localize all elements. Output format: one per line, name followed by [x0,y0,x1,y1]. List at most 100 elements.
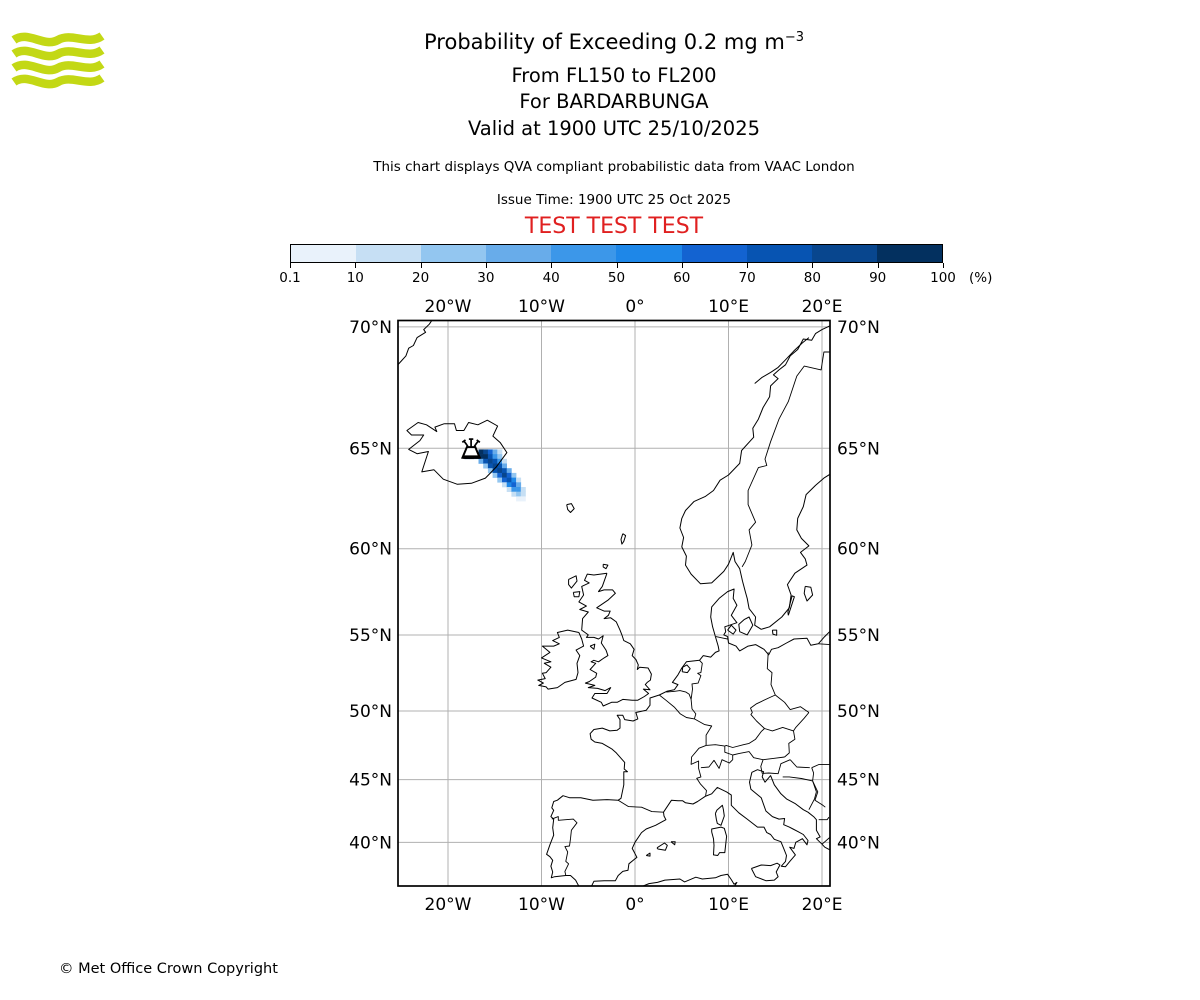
colorbar-segment [616,245,682,262]
border-swiss-austria [724,746,733,756]
lon-label-top: 10°E [708,297,749,317]
subtitle-volcano: For BARDARBUNGA [519,90,709,113]
border-netherlands-germany [690,659,703,700]
colorbar-tick-label: 20 [412,270,430,286]
qva-note: This chart displays QVA compliant probab… [373,159,855,175]
coastline-skye [572,591,581,598]
coastline-lofoten [754,337,810,384]
lat-label-left: 65°N [349,439,392,459]
ash-plume-cell [483,454,489,460]
colorbar-segment [746,245,812,262]
ash-plume-cell [483,458,489,464]
border-france-germany [694,718,713,746]
ash-plume-cell [478,458,484,464]
ash-plume-cell [506,482,512,488]
ash-plume-cell [520,487,526,492]
lon-label-top: 0° [625,297,644,317]
border-italy-slovenia [760,759,764,774]
page-title: Probability of Exceeding 0.2 mg m−3 [14,30,1200,54]
issue-time: Issue Time: 1900 UTC 25 Oct 2025 [496,192,732,208]
coastline-zealand [738,616,754,636]
ash-plume-cell [516,482,522,488]
colorbar-tick-label: 0.1 [279,270,301,286]
border-germany-austria [724,728,765,748]
ash-plume-cell [492,449,498,455]
border-austria-hungary [784,730,796,758]
colorbar-segment [551,245,617,262]
coastline-scandinavia [679,325,830,630]
coastline-isle-of-man [589,643,596,650]
border-france-belgium [659,694,695,720]
border-france-swiss-italy [690,744,707,796]
ash-plume-cell [478,454,484,460]
border-austria-italy [732,751,764,761]
lon-label-bottom: 20°W [425,895,472,915]
border-czech-slovakia [793,712,810,732]
subtitle-flight-levels: From FL150 to FL200 [511,64,717,87]
border-belgium-netherlands [666,690,692,700]
coastline-ijsselmeer [681,664,691,674]
colorbar-segment [486,245,552,262]
ash-plume-cell [511,491,517,497]
eruption-line-icon [463,440,469,448]
ash-plume-cell [506,468,512,474]
lat-label-right: 60°N [837,540,880,560]
border-albania-macedonia [818,816,830,821]
ash-plume-cell [492,458,498,464]
coastline-bornholm [771,629,778,636]
border-albania-greece [821,836,830,845]
ash-plume-cell [487,449,493,455]
ash-plume-cell [516,477,522,483]
border-hungary-serbia-romania [811,763,830,769]
border-czech-poland [775,694,810,713]
coastline-orkney [602,563,609,570]
ash-plume-cell [497,468,503,474]
lat-label-right: 50°N [837,702,880,722]
ash-plume-cell [516,487,522,492]
ash-plume-cell [492,468,498,474]
colorbar-tick [812,263,814,268]
border-belgium-germany [690,699,697,720]
border-germany-denmark [715,636,728,640]
lon-label-bottom: 20°E [802,895,843,915]
lat-label-right: 70°N [837,318,880,338]
lon-label-top: 20°W [425,297,472,317]
border-germany-swiss [706,744,725,747]
colorbar-segment [356,245,422,262]
colorbar-ticks [290,263,944,269]
colorbar-tick-label: 70 [738,270,756,286]
colorbar-tick-label: 30 [477,270,495,286]
border-bosnia-serbia-montenegro [812,780,826,808]
test-banner: TEST TEST TEST [524,214,704,239]
lat-label-right: 65°N [837,439,880,459]
colorbar-tick [681,263,683,268]
ash-plume-cell [497,449,503,455]
colorbar-tick-label: 60 [673,270,691,286]
coastline-menorca [670,841,676,846]
page-title-exponent: −3 [784,30,804,45]
coastline-sardinia [711,826,728,856]
ash-plume-cell [511,487,517,492]
colorbar [290,244,943,263]
lat-label-left: 50°N [349,702,392,722]
colorbar-segment [681,245,747,262]
ash-plume-cell [511,472,517,478]
eruption-line-icon [473,440,479,448]
lon-label-top: 20°E [802,297,843,317]
logo-wave-icon [11,74,105,89]
colorbar-tick [355,263,357,268]
ash-plume-cell [520,496,526,502]
ash-plume-cell [520,491,526,497]
colorbar-tick [877,263,879,268]
border-croatia-bosnia [782,776,817,810]
page-title-text: Probability of Exceeding 0.2 mg m [424,30,785,54]
graticule [398,320,830,886]
colorbar-labels: 0.1 10 20 30 40 50 60 70 80 90 100 [279,270,956,286]
colorbar-segment [291,245,357,262]
lat-label-right: 55°N [837,626,880,646]
coastline-greenland [398,320,433,366]
colorbar-segment [811,245,877,262]
logo-wave-icon [11,32,105,47]
ash-plume-cell [506,477,512,483]
coastline-spain-south-to-adriatic [591,769,830,886]
